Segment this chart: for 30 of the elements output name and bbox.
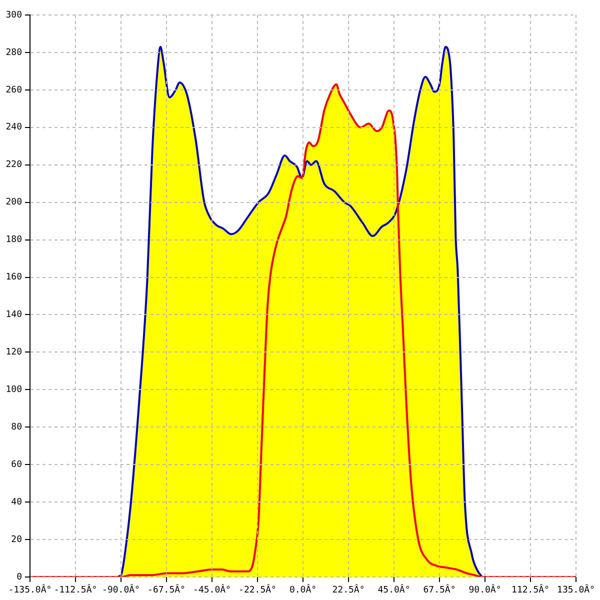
x-tick-label: 112.5Â° [512, 584, 550, 596]
y-tick-label: 180 [6, 235, 22, 246]
y-tick-label: 140 [6, 310, 22, 320]
y-tick-label: 20 [11, 534, 22, 545]
x-tick-label: 45.0Â° [378, 584, 410, 596]
y-tick-label: 200 [6, 198, 22, 208]
x-tick-label: 0.0Â° [289, 584, 317, 596]
y-tick-label: 160 [6, 272, 22, 283]
y-tick-label: 300 [6, 10, 22, 20]
y-tick-label: 280 [6, 48, 22, 58]
y-tick-label: 80 [11, 422, 22, 432]
y-tick-label: 240 [6, 122, 22, 133]
y-tick-label: 260 [6, 85, 22, 96]
x-tick-label: -135.0Â° [8, 584, 52, 596]
y-tick-label: 220 [6, 160, 22, 170]
y-tick-label: 0 [16, 572, 22, 582]
y-tick-label: 100 [6, 385, 22, 396]
x-tick-label: -67.5Â° [148, 584, 186, 596]
x-tick-label: 135.0Â° [557, 584, 595, 596]
y-tick-label: 60 [11, 460, 22, 470]
y-tick-label: 120 [6, 348, 22, 358]
x-tick-label: -90.0Â° [102, 584, 140, 596]
y-tick-label: 40 [11, 497, 22, 508]
x-tick-label: -22.5Â° [238, 584, 276, 596]
line-series [116, 46, 483, 577]
x-tick-label: -45.0Â° [193, 584, 231, 596]
x-tick-label: 90.0Â° [468, 584, 502, 596]
x-tick-label: 67.5Â° [423, 584, 456, 596]
x-tick-label: 22.5Â° [332, 584, 365, 596]
x-tick-label: -112.5Â° [54, 584, 98, 596]
